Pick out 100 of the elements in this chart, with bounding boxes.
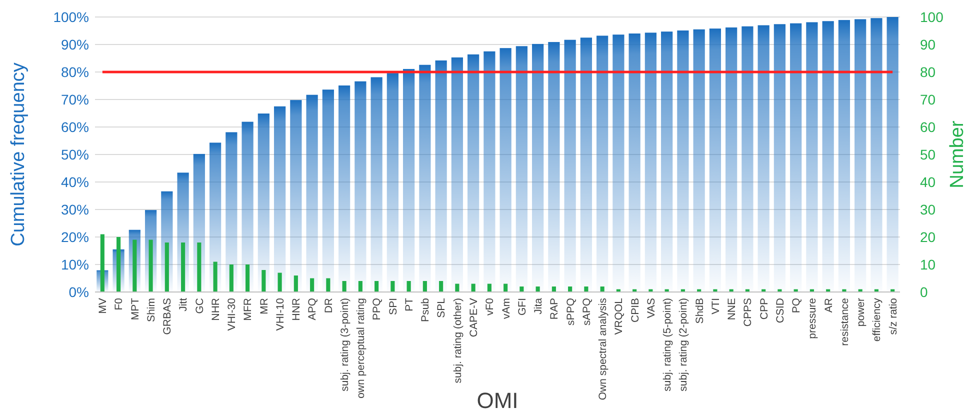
x-tick-label: sAPQ bbox=[580, 298, 593, 326]
bar bbox=[242, 122, 254, 292]
bar bbox=[870, 18, 882, 292]
bar bbox=[709, 28, 722, 292]
x-tick-label: GC bbox=[194, 298, 206, 314]
y-tick-label: 30% bbox=[60, 201, 89, 218]
x-tick-label: MR bbox=[258, 298, 270, 314]
x-tick-label: NHR bbox=[210, 298, 222, 321]
bar bbox=[838, 20, 850, 292]
bar bbox=[552, 286, 556, 292]
bar bbox=[726, 27, 738, 292]
y2-tick-label: 100 bbox=[920, 8, 944, 25]
x-tick-label: Jita bbox=[532, 298, 544, 314]
x-tick-label: CPP bbox=[758, 298, 770, 320]
bar bbox=[596, 36, 608, 292]
bar bbox=[758, 25, 770, 292]
bar bbox=[580, 38, 592, 292]
x-tick-label: own perceptual rating bbox=[355, 298, 368, 398]
bar bbox=[213, 262, 218, 292]
x-tick-label: vF0 bbox=[484, 298, 496, 316]
bar bbox=[439, 281, 444, 292]
bar bbox=[564, 40, 576, 292]
y2-axis-title: Number bbox=[947, 120, 968, 188]
bar bbox=[693, 29, 705, 292]
x-tick-label: sPPQ bbox=[564, 298, 577, 326]
x-tick-label: SPI bbox=[387, 298, 400, 315]
bar bbox=[468, 54, 480, 292]
x-tick-label: subj. rating (3-point) bbox=[338, 298, 351, 392]
x-tick-label: MV bbox=[97, 298, 110, 314]
bar bbox=[290, 100, 302, 292]
x-tick-label: CPPS bbox=[742, 298, 754, 327]
bar bbox=[229, 264, 234, 292]
x-tick-label: HNR bbox=[290, 298, 303, 321]
x-tick-label: efficiency bbox=[871, 297, 884, 342]
x-tick-label: APQ bbox=[306, 298, 319, 320]
bar bbox=[886, 17, 898, 292]
bar bbox=[500, 48, 512, 292]
bar bbox=[342, 281, 346, 292]
bar bbox=[548, 42, 560, 292]
x-tick-label: pressure bbox=[806, 298, 819, 339]
y2-tick-label: 70 bbox=[920, 91, 936, 108]
x-tick-label: VHI-30 bbox=[226, 298, 238, 331]
bar bbox=[294, 276, 298, 292]
x-tick-label: Psub bbox=[420, 298, 432, 322]
bar bbox=[197, 242, 202, 292]
x-tick-label: VRQOL bbox=[613, 298, 626, 335]
x-tick-label: MFR bbox=[242, 298, 254, 321]
y2-tick-label: 20 bbox=[920, 228, 936, 245]
bar bbox=[262, 270, 266, 292]
x-tick-label: AR bbox=[822, 298, 835, 313]
bar bbox=[451, 57, 463, 292]
x-tick-label: NNE bbox=[726, 298, 738, 320]
y-tick-label: 60% bbox=[60, 118, 89, 135]
bar bbox=[306, 94, 318, 292]
y-axis-title: Cumulative frequency bbox=[8, 62, 29, 246]
bar bbox=[310, 278, 314, 292]
y-tick-label: 80% bbox=[60, 64, 89, 80]
x-tick-label: VTI bbox=[710, 298, 722, 314]
bar bbox=[226, 132, 238, 292]
bar bbox=[612, 34, 624, 292]
bar bbox=[374, 281, 379, 292]
bar bbox=[584, 286, 588, 292]
x-tick-label: CSID bbox=[774, 298, 786, 324]
bar bbox=[484, 51, 496, 292]
x-tick-label: PQ bbox=[790, 298, 802, 314]
y-tick-label: 20% bbox=[60, 228, 89, 245]
x-tick-label: subj. rating (5-point) bbox=[661, 298, 674, 392]
x-tick-label: resistance bbox=[838, 298, 851, 346]
bar bbox=[358, 281, 362, 292]
bar bbox=[338, 85, 350, 292]
x-tick-label: s/z ratio bbox=[887, 298, 900, 335]
bar bbox=[532, 44, 544, 292]
bar bbox=[774, 24, 786, 292]
bar bbox=[390, 281, 395, 292]
bar bbox=[278, 272, 282, 292]
bar bbox=[181, 242, 186, 292]
bar bbox=[628, 34, 640, 292]
y2-tick-label: 60 bbox=[920, 118, 936, 135]
bar bbox=[354, 81, 366, 292]
bar bbox=[422, 281, 427, 292]
bar bbox=[148, 240, 153, 292]
bar bbox=[455, 284, 460, 292]
x-tick-label: Jitt bbox=[178, 298, 190, 312]
bar bbox=[258, 114, 270, 292]
bar bbox=[164, 242, 169, 292]
bar bbox=[487, 284, 492, 292]
y-tick-label: 40% bbox=[60, 174, 89, 190]
x-tick-label: VAS bbox=[645, 298, 658, 318]
x-tick-label: VHI-10 bbox=[274, 298, 286, 331]
x-tick-label: subj. rating (other) bbox=[452, 298, 464, 384]
y-tick-label: 50% bbox=[60, 146, 89, 162]
y-tick-label: 10% bbox=[60, 256, 89, 272]
x-tick-label: RAP bbox=[548, 298, 561, 320]
x-tick-label: GRBAS bbox=[162, 298, 174, 335]
bar bbox=[568, 286, 572, 292]
bar bbox=[370, 77, 382, 292]
y2-tick-label: 80 bbox=[920, 64, 936, 80]
bar bbox=[516, 46, 528, 292]
x-tick-label: power bbox=[855, 298, 868, 327]
x-tick-label: SPL bbox=[436, 298, 448, 318]
